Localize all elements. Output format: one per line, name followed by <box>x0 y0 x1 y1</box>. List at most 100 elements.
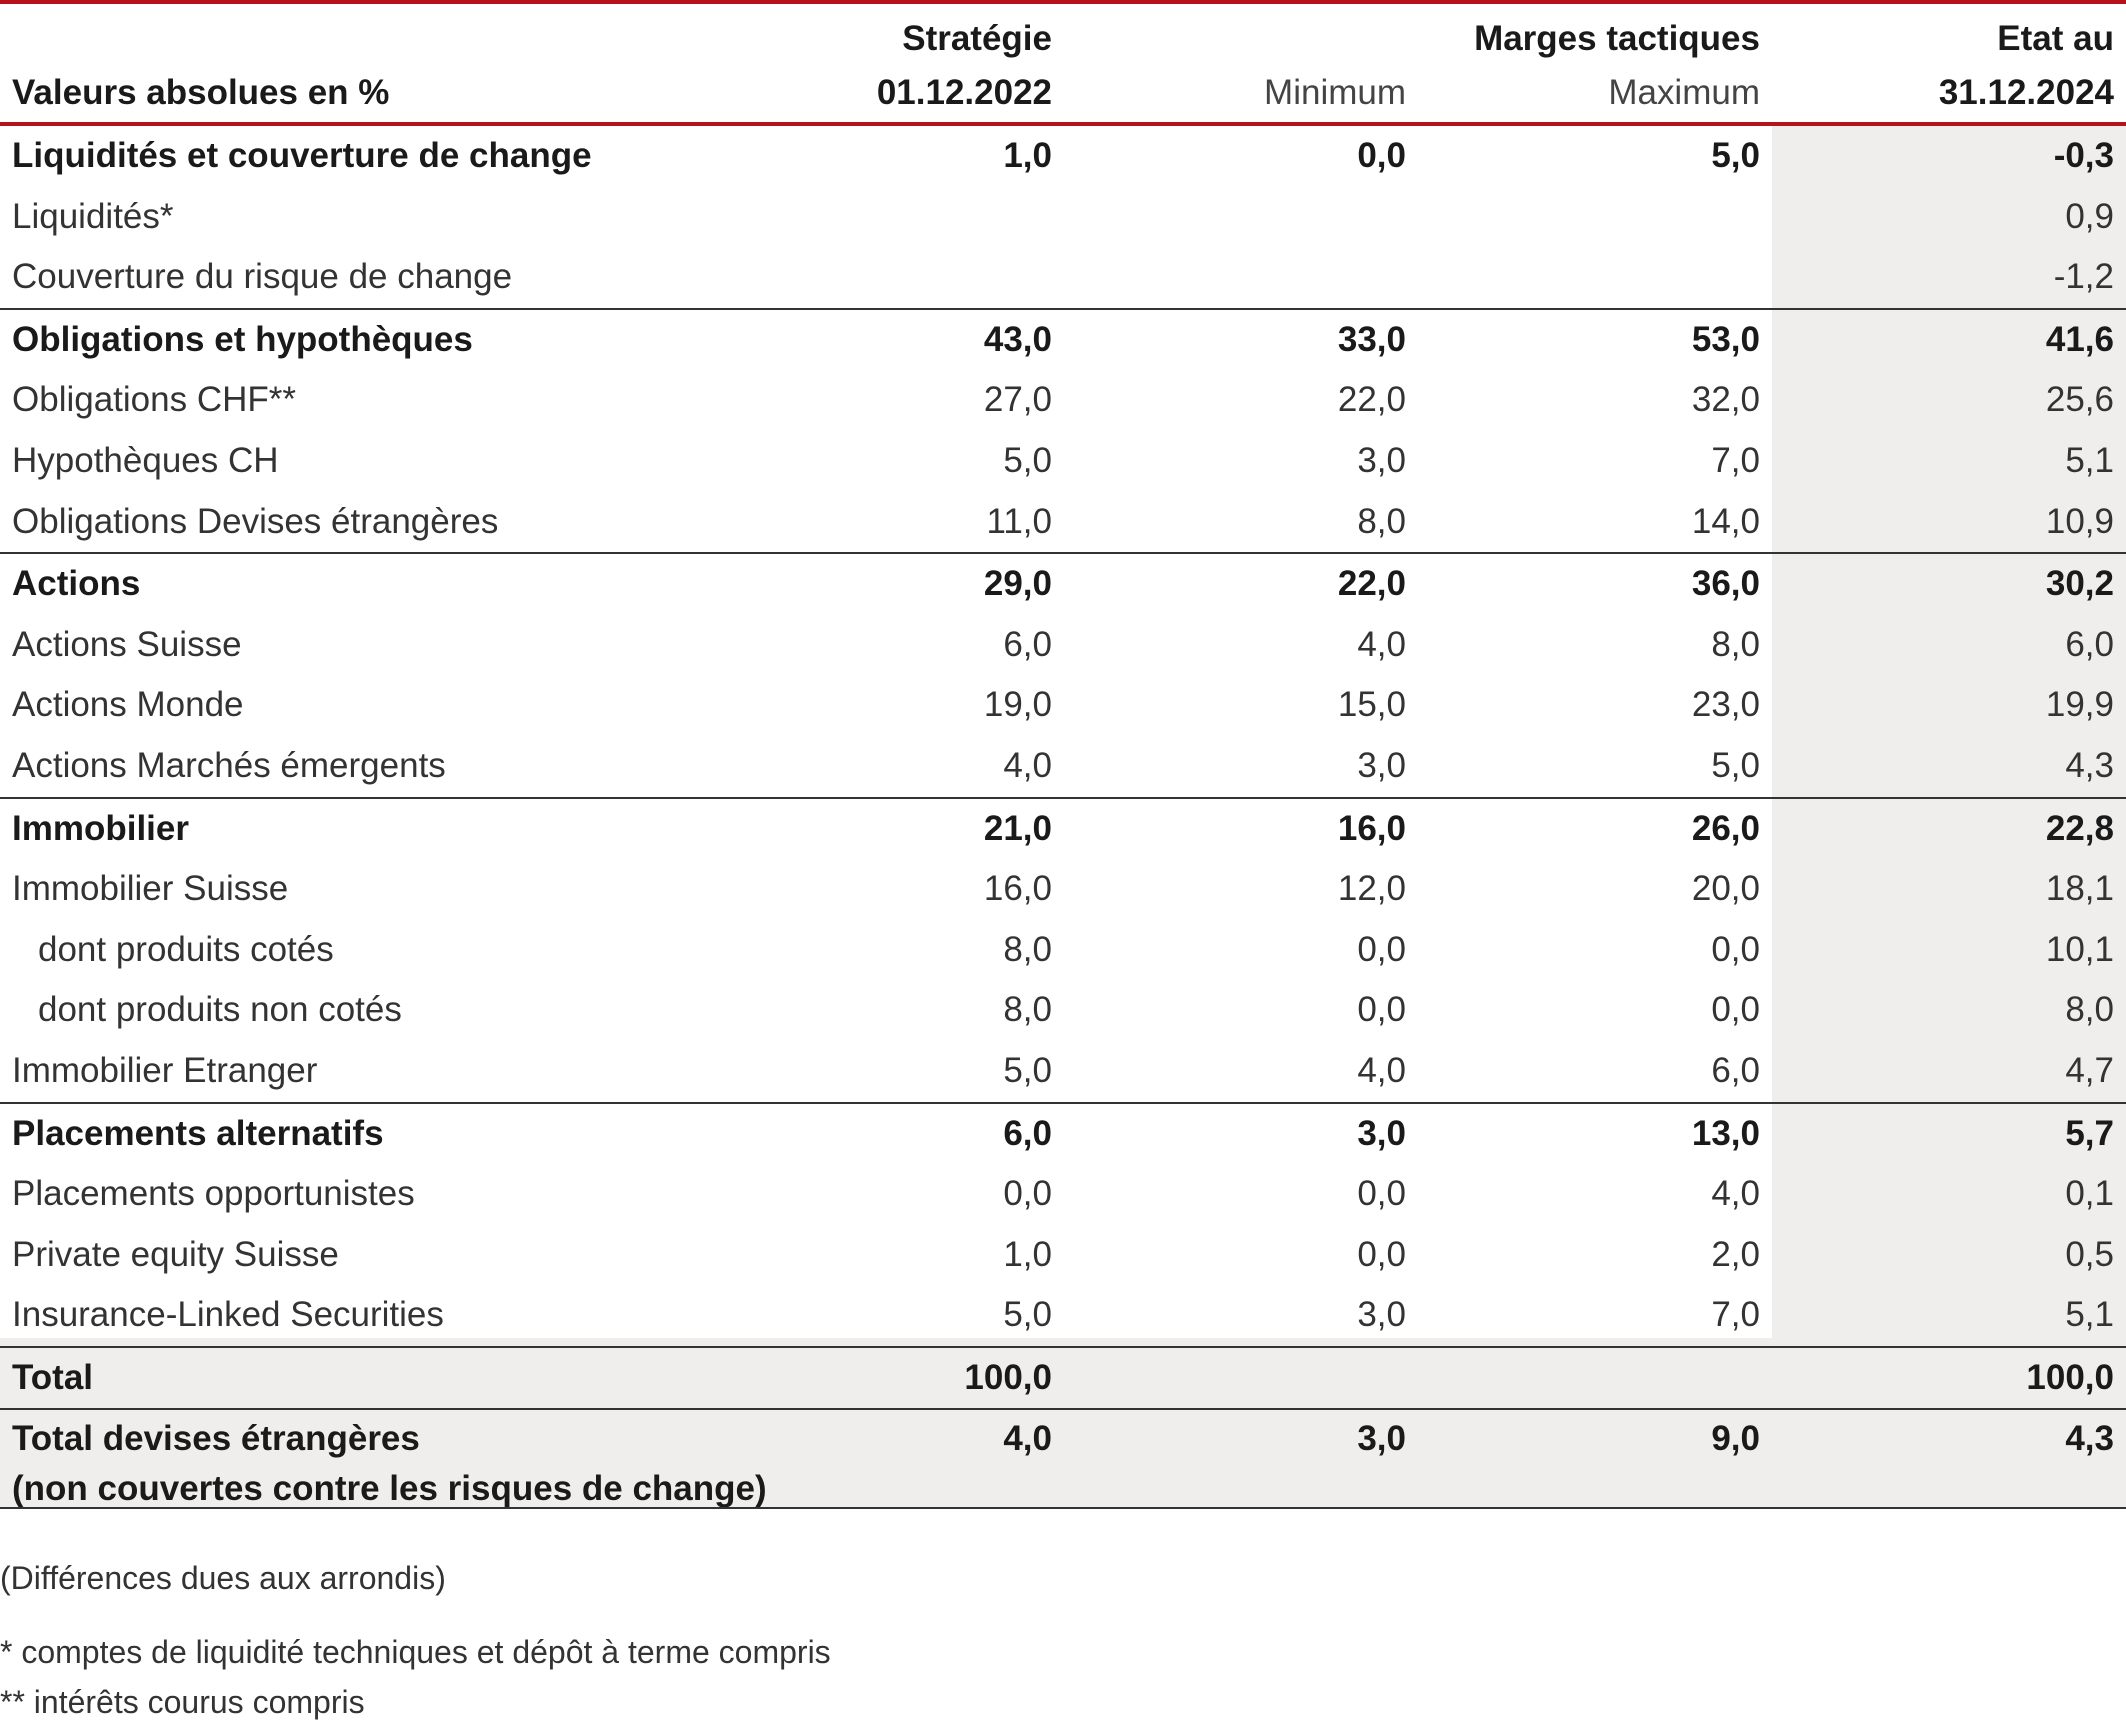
minimum-value: 0,0 <box>1357 1174 1406 1214</box>
state-value: 100,0 <box>2026 1357 2114 1397</box>
minimum-value: 16,0 <box>1337 808 1406 848</box>
header-strategy-line2: 01.12.2022 <box>876 73 1052 112</box>
table-row: dont produits cotés 8,0 0,0 0,0 10,1 <box>0 920 2126 981</box>
state-value: 4,3 <box>2065 745 2114 785</box>
row-label: Hypothèques CH <box>12 431 279 491</box>
state-value: -0,3 <box>2053 136 2114 175</box>
strategy-value: 4,0 <box>1003 1419 1052 1459</box>
strategy-value: 100,0 <box>964 1357 1052 1397</box>
row-label: Liquidités* <box>12 187 174 247</box>
minimum-value: 8,0 <box>1357 501 1406 541</box>
table-row: Total devises étrangères (non couvertes c… <box>0 1408 2126 1518</box>
note-rounding: (Différences dues aux arrondis) <box>0 1560 446 1596</box>
table-row: Obligations et hypothèques 43,0 33,0 53,0 41… <box>0 307 2126 371</box>
row-label: Immobilier Etranger <box>12 1041 317 1101</box>
note-liquidity: * comptes de liquidité techniques et dép… <box>0 1634 831 1670</box>
maximum-value: 5,0 <box>1711 136 1760 175</box>
minimum-value: 0,0 <box>1357 929 1406 969</box>
row-label-text: Placements alternatifs <box>12 1113 384 1153</box>
note-interest: ** intérêts courus compris <box>0 1684 365 1720</box>
state-value: 4,3 <box>2065 1419 2114 1459</box>
state-value: 8,0 <box>2065 990 2114 1030</box>
table-row: Immobilier 21,0 16,0 26,0 22,8 <box>0 796 2126 860</box>
table-row: Insurance-Linked Securities 5,0 3,0 7,0 5,1 <box>0 1285 2126 1346</box>
state-value: 6,0 <box>2065 624 2114 664</box>
strategy-value: 11,0 <box>986 501 1052 541</box>
table-row: Private equity Suisse 1,0 0,0 2,0 0,5 <box>0 1225 2126 1286</box>
state-value: 10,9 <box>2045 501 2114 541</box>
maximum-value: 14,0 <box>1691 501 1760 541</box>
table-row: Hypothèques CH 5,0 3,0 7,0 5,1 <box>0 431 2126 492</box>
state-value: 5,7 <box>2065 1113 2114 1153</box>
strategy-value: 1,0 <box>1003 1234 1052 1274</box>
state-value: 0,9 <box>2065 196 2114 236</box>
table-row: Actions 29,0 22,0 36,0 30,2 <box>0 552 2126 615</box>
state-column-shade <box>1772 126 2126 1346</box>
row-label: Total devises étrangères (non couvertes c… <box>12 1414 767 1514</box>
state-value: 5,1 <box>2065 1295 2114 1335</box>
row-label-text: Actions <box>12 564 141 604</box>
row-label-text: Placements opportunistes <box>12 1174 415 1214</box>
state-value: -1,2 <box>2053 257 2114 297</box>
table-bottom-rule <box>0 1506 2126 1509</box>
maximum-value: 6,0 <box>1711 1050 1760 1090</box>
table-row: Liquidités et couverture de change 1,0 0,0… <box>0 126 2126 187</box>
row-label: Actions Suisse <box>12 615 242 675</box>
table-row: Actions Marchés émergents 4,0 3,0 5,0 4,3 <box>0 736 2126 797</box>
row-label: Obligations Devises étrangères <box>12 492 498 552</box>
state-value: 19,9 <box>2045 685 2114 725</box>
strategy-value: 43,0 <box>983 319 1052 359</box>
row-label: Immobilier Suisse <box>12 859 288 919</box>
row-label-text: Actions Monde <box>12 685 244 725</box>
row-label-text: Obligations et hypothèques <box>12 319 473 359</box>
maximum-value: 0,0 <box>1711 990 1760 1030</box>
row-label: Actions <box>12 554 140 614</box>
header-minimum: Minimum <box>1264 73 1406 112</box>
strategy-value: 6,0 <box>1003 624 1052 664</box>
minimum-value: 33,0 <box>1337 319 1406 359</box>
top-red-rule <box>0 0 2126 4</box>
row-label: Obligations et hypothèques <box>12 310 473 370</box>
row-label-text: Private equity Suisse <box>12 1234 339 1274</box>
row-label-text: Insurance-Linked Securities <box>12 1295 444 1335</box>
minimum-value: 4,0 <box>1357 1050 1406 1090</box>
row-label-text: Liquidités* <box>12 196 174 236</box>
minimum-value: 12,0 <box>1337 869 1406 909</box>
row-label-text: Immobilier Suisse <box>12 869 289 909</box>
row-label-text: Total <box>12 1357 94 1397</box>
strategy-value: 29,0 <box>983 564 1052 604</box>
row-label-text: Immobilier <box>12 808 189 848</box>
row-label-text: Couverture du risque de change <box>12 257 513 297</box>
state-value: 5,1 <box>2065 440 2114 480</box>
strategy-value: 19,0 <box>983 685 1052 725</box>
maximum-value: 36,0 <box>1691 564 1760 604</box>
header-state-line2: 31.12.2024 <box>1938 73 2114 112</box>
header-strategy-line1: Stratégie <box>902 19 1052 58</box>
row-label-text: Obligations CHF** <box>12 380 296 420</box>
row-label-text: Actions Suisse <box>12 624 242 664</box>
row-label-text: dont produits non cotés <box>38 990 402 1030</box>
row-label: Actions Monde <box>12 675 244 735</box>
row-label-text: Total devises étrangères <box>12 1419 420 1459</box>
state-value: 10,1 <box>2045 929 2114 969</box>
row-label-text: Immobilier Etranger <box>12 1050 318 1090</box>
table-row: Actions Monde 19,0 15,0 23,0 19,9 <box>0 675 2126 736</box>
minimum-value: 3,0 <box>1357 1113 1406 1153</box>
state-value: 25,6 <box>2045 380 2114 420</box>
minimum-value: 3,0 <box>1357 440 1406 480</box>
maximum-value: 2,0 <box>1711 1234 1760 1274</box>
table-header: Valeurs absolues en % Stratégie 01.12.20… <box>0 4 2126 124</box>
header-maximum: Maximum <box>1608 73 1760 112</box>
row-label-text: Actions Marchés émergents <box>12 745 446 785</box>
strategy-value: 1,0 <box>1003 136 1052 175</box>
header-margins-title: Marges tactiques <box>1474 19 1760 58</box>
minimum-value: 0,0 <box>1357 990 1406 1030</box>
strategy-value: 27,0 <box>983 380 1052 420</box>
row-label: Total <box>12 1348 93 1408</box>
row-label-text-line2: (non couvertes contre les risques de cha… <box>12 1469 767 1509</box>
row-label: Insurance-Linked Securities <box>12 1285 444 1345</box>
row-label: Placements alternatifs <box>12 1104 384 1164</box>
maximum-value: 23,0 <box>1691 685 1760 725</box>
minimum-value: 22,0 <box>1337 380 1406 420</box>
maximum-value: 9,0 <box>1711 1419 1760 1459</box>
